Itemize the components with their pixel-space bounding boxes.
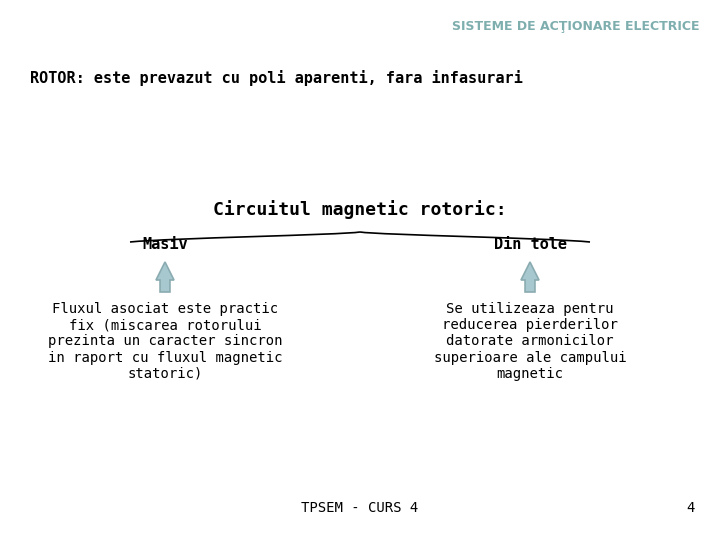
Text: ROTOR: este prevazut cu poli aparenti, fara infasurari: ROTOR: este prevazut cu poli aparenti, f… bbox=[30, 70, 523, 86]
Text: Circuitul magnetic rotoric:: Circuitul magnetic rotoric: bbox=[213, 200, 507, 219]
Text: Din tole: Din tole bbox=[493, 237, 567, 252]
Text: TPSEM - CURS 4: TPSEM - CURS 4 bbox=[302, 501, 418, 515]
Text: 4: 4 bbox=[687, 501, 695, 515]
Text: Fluxul asociat este practic
fix (miscarea rotorului
prezinta un caracter sincron: Fluxul asociat este practic fix (miscare… bbox=[48, 302, 282, 381]
Text: Se utilizeaza pentru
reducerea pierderilor
datorate armonicilor
superioare ale c: Se utilizeaza pentru reducerea pierderil… bbox=[433, 302, 626, 381]
Text: Masiv: Masiv bbox=[142, 237, 188, 252]
Text: SISTEME DE ACŢIONARE ELECTRICE: SISTEME DE ACŢIONARE ELECTRICE bbox=[452, 20, 700, 33]
FancyArrow shape bbox=[521, 262, 539, 292]
FancyArrow shape bbox=[156, 262, 174, 292]
